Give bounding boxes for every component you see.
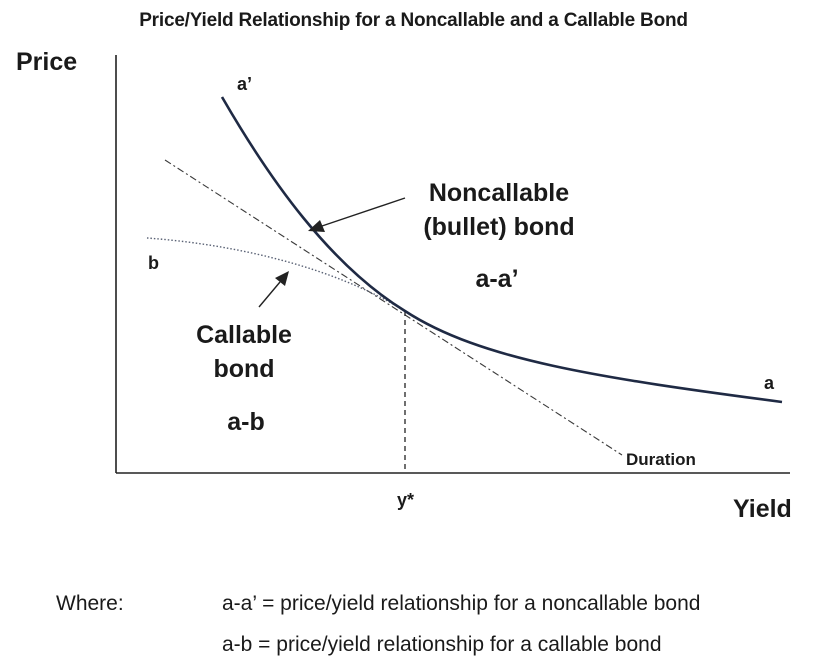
legend-line-callable: a-b = price/yield relationship for a cal… (222, 633, 662, 656)
callable-range-label: a-b (227, 408, 265, 436)
callable-label: Callable bond (180, 318, 308, 386)
duration-line (164, 159, 623, 456)
noncallable-range-label: a-a’ (475, 265, 519, 293)
noncallable-curve (220, 96, 783, 404)
duration-label: Duration (626, 450, 696, 469)
legend-prefix: Where: (56, 592, 124, 615)
noncallable-label-line2: (bullet) bond (423, 213, 575, 241)
diagram-title: Price/Yield Relationship for a Noncallab… (139, 10, 688, 31)
point-a: a (764, 373, 775, 393)
callable-label-line2: bond (213, 355, 275, 383)
noncallable-label-line1: Noncallable (428, 179, 570, 207)
y-star-label: y* (397, 490, 415, 510)
x-axis-label: Yield (733, 495, 792, 523)
callable-curve (146, 237, 406, 312)
callable-label-line1: Callable (196, 321, 292, 349)
callable-arrow (258, 271, 289, 308)
noncallable-label: Noncallable (bullet) bond (410, 176, 588, 244)
point-a-prime: a’ (237, 74, 253, 94)
y-axis-label: Price (16, 48, 78, 76)
noncallable-arrow (308, 197, 406, 232)
point-b: b (148, 253, 159, 273)
legend-line-noncallable: a-a’ = price/yield relationship for a no… (222, 592, 701, 615)
